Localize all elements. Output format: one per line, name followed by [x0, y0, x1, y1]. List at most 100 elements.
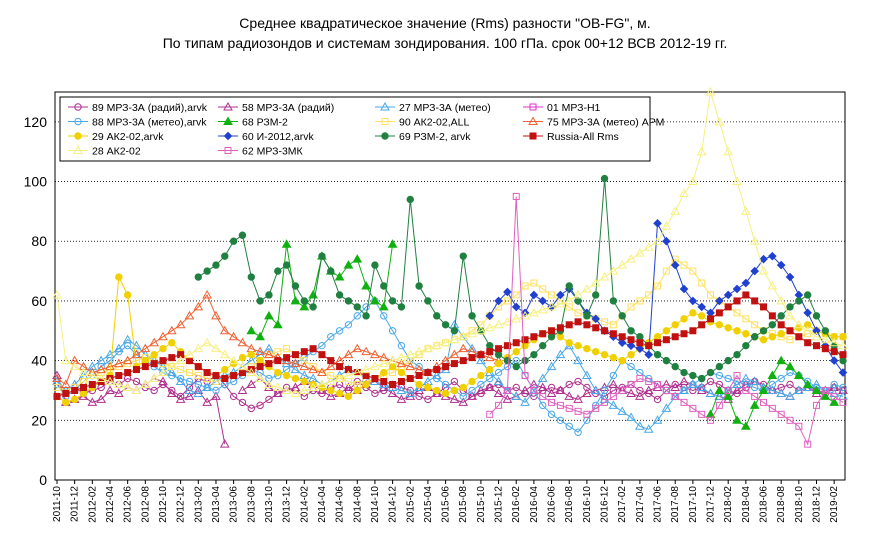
- data-point: [635, 248, 645, 257]
- data-point: [317, 367, 327, 377]
- legend-marker: [528, 116, 538, 125]
- x-tick-label: 2013-02: [193, 486, 204, 523]
- legend-marker: [529, 132, 537, 140]
- data-point: [785, 391, 795, 400]
- series-13: [486, 192, 847, 448]
- data-point: [512, 192, 520, 200]
- data-point: [378, 301, 389, 311]
- data-point: [177, 351, 185, 359]
- data-point: [433, 374, 441, 383]
- data-point: [564, 391, 575, 400]
- data-point: [380, 368, 388, 377]
- data-point: [290, 388, 301, 397]
- data-point: [52, 289, 62, 299]
- data-point: [768, 380, 777, 389]
- legend-marker: [74, 103, 82, 111]
- data-point: [715, 362, 724, 371]
- data-point: [706, 368, 715, 377]
- data-point: [574, 318, 582, 326]
- data-point: [821, 327, 830, 335]
- legend-entry: 27 МРЗ-3А (метео): [375, 101, 491, 114]
- data-point: [793, 319, 804, 329]
- data-point: [643, 424, 654, 433]
- data-point: [661, 221, 672, 230]
- legend-label: 29 АК2-02,arvk: [92, 131, 164, 143]
- data-point: [749, 236, 760, 245]
- data-point: [689, 327, 697, 335]
- data-point: [768, 404, 776, 412]
- legend-entry: 69 РЗМ-2, arvk: [375, 131, 471, 143]
- data-point: [175, 319, 186, 329]
- data-point: [221, 252, 229, 260]
- data-point: [327, 267, 335, 275]
- data-point: [361, 346, 371, 356]
- data-point: [627, 336, 635, 344]
- data-point: [662, 236, 671, 246]
- data-point: [265, 360, 273, 368]
- data-point: [609, 392, 617, 400]
- data-point: [786, 327, 794, 335]
- data-point: [194, 273, 203, 281]
- data-point: [698, 410, 706, 418]
- data-point: [574, 341, 582, 350]
- data-point: [565, 422, 573, 430]
- data-point: [583, 312, 591, 320]
- data-point: [732, 385, 742, 394]
- data-point: [556, 290, 565, 300]
- data-point: [122, 382, 133, 391]
- data-point: [723, 391, 734, 400]
- x-tick-label: 2018-10: [794, 486, 805, 523]
- data-point: [371, 375, 379, 383]
- x-tick-label: 2015-12: [494, 486, 505, 523]
- x-tick-label: 2017-02: [617, 486, 628, 523]
- x-tick-label: 2011-12: [70, 486, 81, 522]
- x-tick-label: 2015-06: [441, 486, 452, 523]
- data-point: [723, 290, 733, 300]
- data-point: [609, 297, 618, 305]
- data-point: [300, 297, 308, 305]
- data-point: [750, 266, 759, 276]
- x-tick-label: 2013-08: [246, 486, 257, 523]
- data-point: [599, 272, 610, 281]
- data-point: [520, 310, 530, 320]
- data-point: [493, 319, 504, 329]
- data-point: [592, 404, 600, 412]
- data-point: [839, 333, 847, 341]
- data-point: [185, 369, 193, 377]
- data-point: [265, 395, 273, 404]
- legend-label: 28 АК2-02: [92, 146, 141, 158]
- data-point: [370, 349, 380, 359]
- data-point: [636, 339, 644, 347]
- data-point: [502, 394, 513, 403]
- data-point: [247, 404, 255, 413]
- data-point: [256, 297, 264, 305]
- data-point: [468, 377, 476, 386]
- data-point: [71, 386, 79, 394]
- data-point: [608, 400, 619, 409]
- data-point: [760, 303, 768, 311]
- x-tick-label: 2019-02: [829, 486, 840, 523]
- data-point: [484, 352, 495, 362]
- data-point: [601, 318, 609, 326]
- data-point: [343, 260, 354, 269]
- data-point: [751, 297, 759, 305]
- data-point: [414, 346, 424, 356]
- data-point: [547, 333, 556, 341]
- data-point: [546, 388, 557, 397]
- data-point: [211, 310, 221, 320]
- data-point: [212, 372, 220, 380]
- data-point: [697, 374, 706, 383]
- data-point: [255, 373, 265, 383]
- legend-marker: [74, 117, 82, 126]
- data-point: [511, 391, 522, 400]
- data-point: [159, 357, 167, 365]
- data-point: [290, 358, 301, 368]
- data-point: [123, 291, 132, 299]
- data-point: [79, 383, 87, 391]
- data-point: [530, 350, 538, 359]
- series-1: [52, 370, 848, 448]
- data-point: [742, 291, 750, 299]
- data-point: [486, 365, 494, 374]
- data-point: [362, 312, 370, 320]
- data-point: [397, 303, 406, 311]
